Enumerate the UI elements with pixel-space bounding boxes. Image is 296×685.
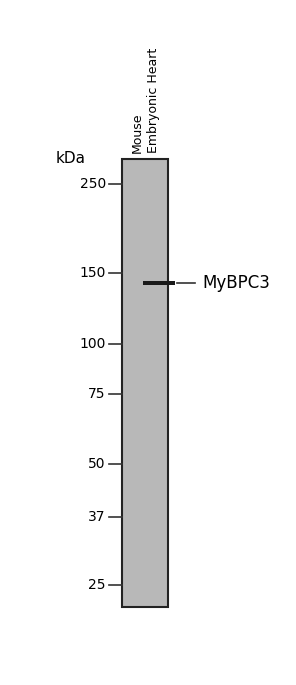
Text: 150: 150	[79, 266, 106, 280]
Text: 25: 25	[88, 577, 106, 592]
Text: 50: 50	[88, 458, 106, 471]
Text: 100: 100	[79, 337, 106, 351]
Text: 37: 37	[88, 510, 106, 523]
Text: Embryonic Heart: Embryonic Heart	[147, 48, 160, 153]
Text: Mouse: Mouse	[130, 113, 143, 153]
Text: MyBPC3: MyBPC3	[202, 274, 270, 292]
Bar	[143, 281, 175, 285]
Text: 75: 75	[88, 387, 106, 401]
Text: 250: 250	[80, 177, 106, 192]
Bar	[122, 159, 168, 607]
Text: kDa: kDa	[55, 151, 85, 166]
